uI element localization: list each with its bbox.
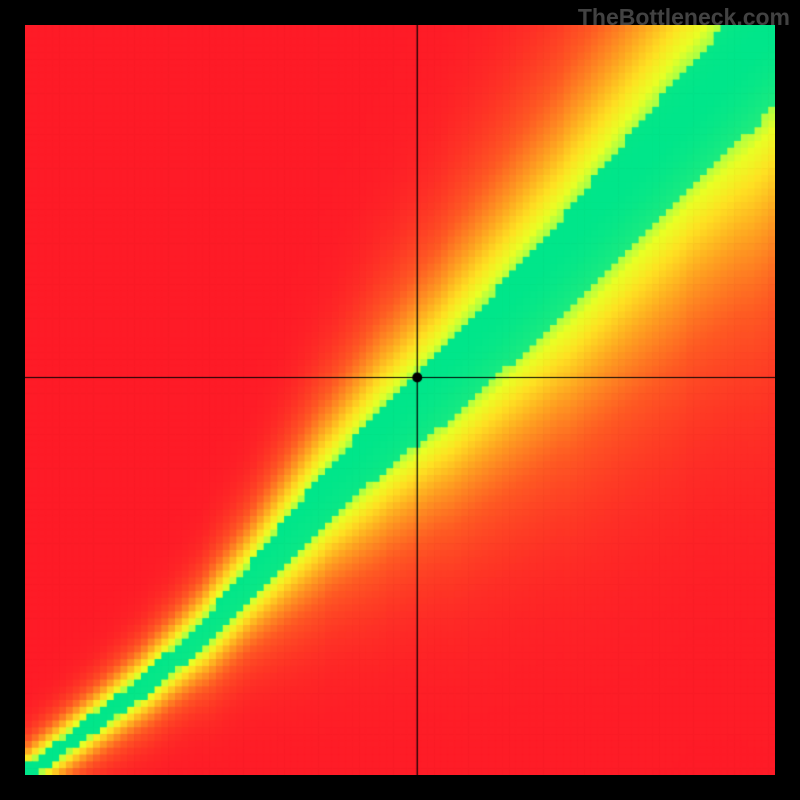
watermark-text: TheBottleneck.com: [578, 4, 790, 31]
chart-container: TheBottleneck.com: [0, 0, 800, 800]
heatmap-canvas: [25, 25, 775, 775]
